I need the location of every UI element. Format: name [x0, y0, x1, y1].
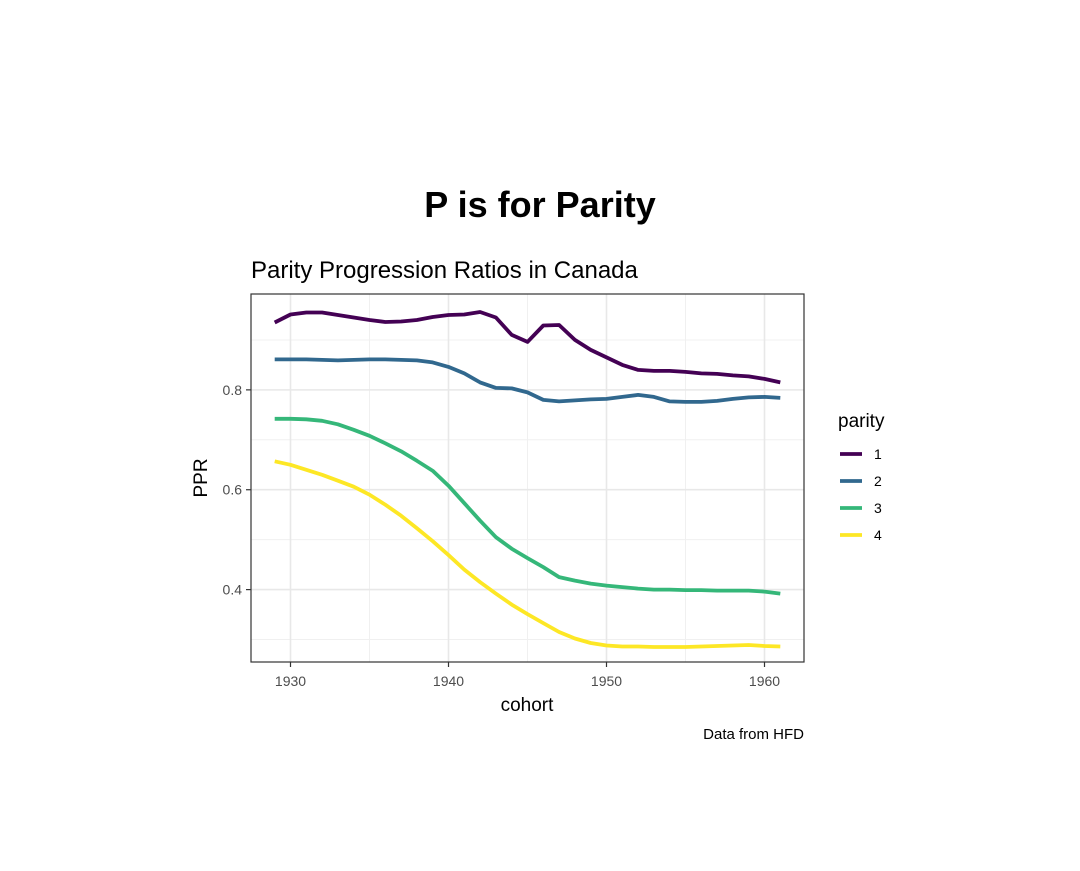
- legend-label-2: 2: [874, 473, 882, 489]
- legend-title: parity: [838, 411, 885, 432]
- series-line-4: [274, 459, 781, 649]
- x-tick-label: 1940: [433, 673, 464, 689]
- y-tick-label: 0.4: [223, 582, 243, 598]
- series-line-3: [274, 416, 781, 596]
- panel-border: [250, 293, 805, 663]
- y-tick-label: 0.8: [223, 382, 243, 398]
- series-line-1: [273, 310, 781, 385]
- x-tick-label: 1950: [591, 673, 622, 689]
- legend-label-4: 4: [874, 527, 882, 543]
- y-axis: 0.4 0.6 0.8: [223, 382, 251, 598]
- chart-subtitle: Parity Progression Ratios in Canada: [251, 257, 639, 284]
- grid-lines: [251, 294, 804, 662]
- series-line-2: [274, 357, 781, 404]
- x-tick-label: 1960: [749, 673, 780, 689]
- x-tick-label: 1930: [275, 673, 306, 689]
- legend-label-3: 3: [874, 500, 882, 516]
- legend: parity 1 2 3 4: [838, 411, 885, 543]
- y-tick-label: 0.6: [223, 482, 243, 498]
- caption: Data from HFD: [703, 726, 804, 743]
- x-axis-title: cohort: [501, 695, 555, 716]
- y-axis-title: PPR: [191, 458, 212, 497]
- main-title: P is for Parity: [424, 184, 655, 225]
- legend-label-1: 1: [874, 446, 882, 462]
- x-axis: 1930 1940 1950 1960: [275, 662, 780, 689]
- series-lines: [273, 310, 781, 649]
